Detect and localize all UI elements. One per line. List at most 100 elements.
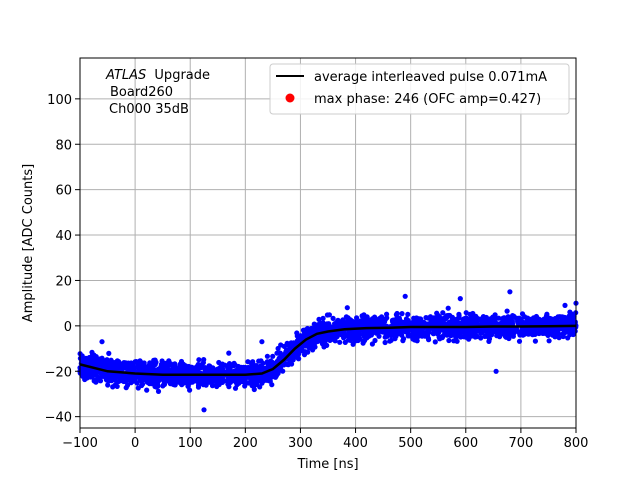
scatter-point [122, 373, 128, 379]
scatter-point [497, 334, 503, 340]
scatter-point [385, 329, 392, 335]
scatter-point [489, 332, 495, 338]
x-tick-label: 0 [131, 436, 139, 451]
scatter-point [105, 365, 111, 371]
y-tick-label: 40 [55, 229, 72, 244]
scatter-point [440, 310, 446, 316]
x-tick-label: 200 [233, 436, 258, 451]
scatter-point [208, 367, 214, 373]
scatter-outlier [562, 302, 568, 308]
scatter-point [373, 330, 379, 336]
scatter-point [94, 363, 100, 369]
scatter-point [564, 316, 571, 322]
scatter-point [152, 367, 158, 373]
scatter-point [235, 378, 241, 384]
scatter-point [320, 315, 326, 321]
scatter-point [221, 378, 227, 384]
scatter-point [155, 388, 162, 394]
scatter-point [425, 332, 431, 338]
scatter-point [430, 316, 436, 322]
annotation-channel: Ch000 35dB [109, 102, 189, 117]
legend-line-label: average interleaved pulse 0.071mA [314, 70, 547, 85]
scatter-point [245, 359, 251, 365]
scatter-point [508, 315, 514, 321]
scatter-point [209, 383, 216, 389]
scatter-point [526, 327, 532, 333]
scatter-point [304, 329, 310, 335]
scatter-point [522, 314, 528, 320]
scatter-point [396, 315, 402, 321]
scatter-point [147, 360, 153, 366]
scatter-outlier [259, 339, 265, 345]
scatter-point [309, 325, 315, 331]
x-tick-label: 800 [564, 436, 589, 451]
y-tick-label: 80 [55, 138, 72, 153]
scatter-point [280, 368, 286, 374]
x-tick-label: −100 [62, 436, 98, 451]
scatter-point [330, 315, 336, 321]
scatter-point [144, 387, 150, 393]
scatter-point [466, 335, 472, 341]
scatter-point [501, 315, 507, 321]
scatter-point [125, 360, 132, 366]
scatter-point [534, 315, 540, 321]
scatter-point [567, 309, 573, 315]
scatter-point [160, 362, 166, 368]
scatter-point [215, 377, 221, 383]
scatter-point [200, 382, 206, 388]
scatter-point [355, 337, 361, 343]
scatter-point [354, 315, 360, 321]
scatter-point [177, 378, 183, 384]
scatter-point [306, 340, 313, 346]
legend-marker-swatch [285, 93, 295, 103]
scatter-point [472, 330, 478, 337]
scatter-point [382, 339, 388, 346]
scatter-point [257, 375, 263, 381]
scatter-point [199, 376, 206, 382]
scatter-point [151, 357, 157, 363]
scatter-outlier [507, 289, 513, 295]
scatter-point [530, 332, 536, 338]
scatter-point [134, 380, 140, 386]
scatter-point [450, 321, 456, 327]
y-axis-title: Amplitude [ADC Counts] [21, 164, 36, 322]
scatter-point [485, 333, 491, 340]
scatter-point [251, 386, 257, 393]
scatter-point [462, 330, 468, 336]
scatter-point [261, 373, 267, 379]
y-tick-label: −20 [45, 365, 72, 380]
scatter-point [216, 359, 222, 366]
scatter-point [411, 333, 417, 339]
annotation: ATLAS Upgrade Board260 Ch000 35dB [105, 68, 210, 117]
scatter-point [114, 379, 120, 385]
scatter-point [249, 383, 255, 389]
scatter-point [154, 380, 160, 386]
scatter-point [153, 384, 159, 390]
scatter-point [487, 317, 493, 323]
scatter-point [242, 383, 248, 389]
scatter-point [114, 383, 120, 389]
scatter-point [364, 317, 370, 323]
scatter-point [238, 364, 244, 370]
scatter-outlier [344, 305, 350, 311]
scatter-point [393, 312, 399, 318]
scatter-point [474, 317, 480, 323]
scatter-point [382, 316, 389, 322]
scatter-point [97, 369, 103, 376]
scatter-point [214, 381, 220, 387]
scatter-point [444, 314, 451, 320]
plot-frame [79, 57, 577, 429]
scatter-outlier [201, 407, 207, 413]
scatter-point [426, 337, 432, 343]
scatter-point [502, 333, 508, 340]
scatter-point [437, 317, 443, 323]
scatter-point [504, 308, 510, 314]
scatter-point [514, 326, 520, 332]
scatter-point [315, 338, 321, 344]
y-tick-label: −40 [45, 411, 72, 426]
scatter-point [83, 367, 89, 373]
scatter-outlier [99, 339, 105, 345]
scatter-point [438, 321, 445, 327]
scatter-point [266, 373, 272, 379]
scatter-point [432, 339, 438, 345]
